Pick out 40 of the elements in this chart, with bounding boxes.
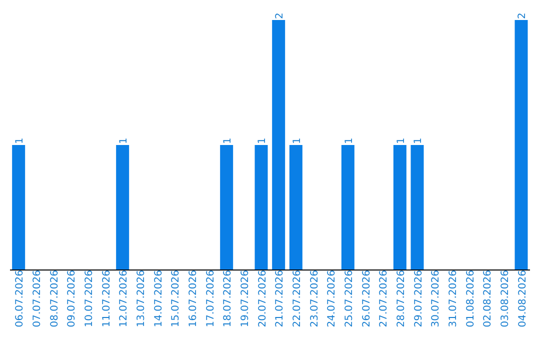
data-label: 1 [396, 138, 407, 144]
x-tick-label: 25.07.2026 [344, 270, 355, 328]
x-tick-label: 26.07.2026 [361, 270, 372, 328]
x-tick-label: 12.07.2026 [118, 270, 130, 328]
data-label: 2 [274, 12, 286, 19]
data-label: 1 [14, 138, 26, 144]
x-tick-label: 13.07.2026 [136, 270, 147, 328]
x-tick-label: 06.07.2026 [14, 270, 26, 328]
x-tick-label: 20.07.2026 [257, 270, 268, 328]
x-tick-label: 16.07.2026 [188, 270, 199, 328]
x-tick-label: 18.07.2026 [222, 270, 234, 328]
x-tick-label: 24.07.2026 [326, 270, 338, 328]
x-tick-label: 22.07.2026 [292, 270, 303, 328]
x-tick-label: 01.08.2026 [465, 270, 476, 328]
x-tick-label: 29.07.2026 [413, 270, 424, 328]
x-tick-label: 17.07.2026 [205, 270, 216, 328]
x-tick-label: 21.07.2026 [274, 270, 286, 328]
x-tick-label: 23.07.2026 [309, 270, 320, 328]
data-label: 2 [517, 12, 528, 19]
x-tick-label: 14.07.2026 [153, 270, 164, 328]
x-tick-label: 10.07.2026 [84, 270, 95, 328]
x-tick-label: 27.07.2026 [378, 270, 390, 328]
data-label: 1 [257, 138, 268, 144]
x-tick-label: 02.08.2026 [482, 270, 494, 328]
x-tick-label: 03.08.2026 [500, 270, 511, 328]
x-tick-label: 28.07.2026 [396, 270, 407, 328]
x-tick-label: 08.07.2026 [49, 270, 60, 328]
x-tick-label: 11.07.2026 [101, 270, 112, 328]
x-tick-label: 31.07.2026 [448, 270, 459, 328]
x-tick-label: 04.08.2026 [517, 270, 528, 328]
x-tick-label: 09.07.2026 [66, 270, 78, 328]
x-tick-label: 19.07.2026 [240, 270, 251, 328]
data-label: 1 [292, 138, 303, 144]
x-tick-label: 15.07.2026 [170, 270, 182, 328]
data-label: 1 [222, 138, 234, 144]
x-tick-label: 07.07.2026 [32, 270, 43, 328]
data-label: 1 [413, 138, 424, 144]
data-label: 1 [344, 138, 355, 144]
x-tick-label: 30.07.2026 [430, 270, 442, 328]
data-label: 1 [118, 138, 130, 144]
